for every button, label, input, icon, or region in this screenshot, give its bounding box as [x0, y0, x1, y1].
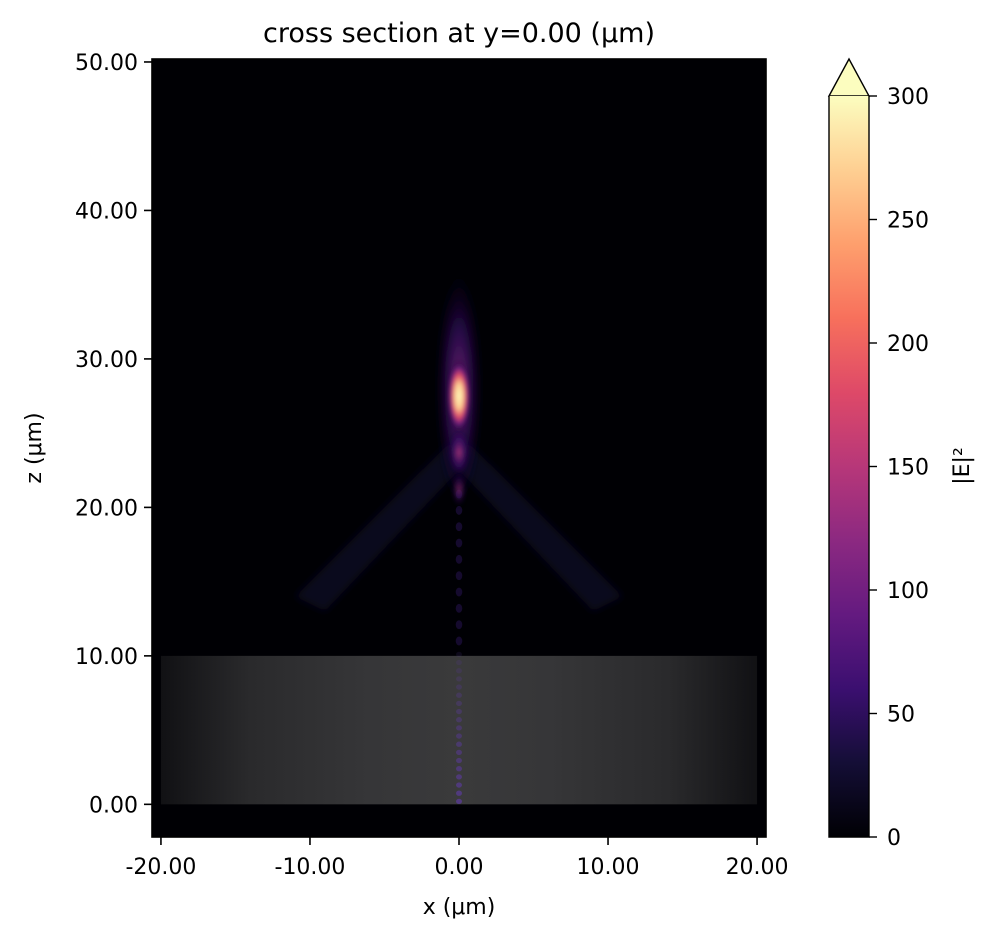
beam-dot [456, 651, 462, 658]
y-axis: 0.00 10.00 20.00 30.00 40.00 50.00 [75, 51, 152, 818]
colorbar-label: |E|² [950, 447, 975, 485]
y-tick-label: 40.00 [75, 199, 138, 224]
beam-dot [456, 684, 462, 690]
focal-spot [435, 262, 483, 515]
structure-slab [160, 655, 758, 805]
x-tick-label: -20.00 [125, 855, 196, 880]
colorbar-gradient [829, 96, 869, 837]
beam-dot [456, 676, 462, 682]
x-axis: -20.00 -10.00 0.00 10.00 20.00 [125, 837, 789, 880]
colorbar-tick-label: 100 [887, 579, 929, 604]
beam-dot [456, 725, 462, 731]
y-tick-label: 30.00 [75, 348, 138, 373]
beam-dot [456, 749, 462, 756]
colorbar-tick-label: 250 [887, 209, 929, 234]
x-tick-label: 20.00 [726, 855, 789, 880]
x-axis-label: x (μm) [423, 895, 496, 920]
beam-dot [455, 603, 463, 613]
beam-column [455, 489, 463, 805]
beam-dot [456, 757, 462, 764]
beam-dot [456, 774, 462, 780]
y-axis-label: z (μm) [22, 412, 47, 483]
beam-dot [456, 659, 462, 666]
x-tick-label: -10.00 [275, 855, 346, 880]
beam-dot [455, 538, 463, 548]
y-tick-label: 50.00 [75, 51, 138, 76]
beam-dot [456, 708, 462, 715]
y-tick-label: 0.00 [89, 793, 138, 818]
scatter-cone [295, 440, 623, 612]
beam-dot [456, 717, 462, 723]
beam-dot [455, 571, 463, 581]
x-tick-label: 0.00 [435, 855, 484, 880]
y-tick-label: 10.00 [75, 645, 138, 670]
x-tick-label: 10.00 [577, 855, 640, 880]
beam-dot [456, 741, 462, 747]
colorbar-tick-label: 150 [887, 456, 929, 481]
colorbar-tick-label: 200 [887, 332, 929, 357]
beam-dot [455, 620, 463, 630]
beam-dot [456, 733, 462, 739]
beam-dot [456, 692, 462, 698]
colorbar: 0 50 100 150 200 250 300 |E|² [827, 57, 975, 851]
beam-dot [455, 636, 463, 646]
colorbar-ticks: 0 50 100 150 200 250 300 [869, 85, 929, 851]
beam-dot [456, 766, 462, 772]
beam-dot [456, 790, 462, 796]
beam-dot [455, 554, 463, 564]
beam-dot [455, 522, 463, 532]
chart-title: cross section at y=0.00 (μm) [263, 18, 655, 49]
beam-dot [455, 587, 463, 597]
beam-dot [456, 668, 462, 674]
colorbar-tick-label: 0 [887, 826, 901, 851]
heatmap-field [160, 262, 758, 805]
beam-dot [456, 700, 462, 707]
beam-dot [456, 782, 462, 788]
colorbar-extend-arrow [827, 57, 871, 97]
beam-dot [456, 798, 462, 805]
colorbar-tick-label: 50 [887, 703, 915, 728]
colorbar-tick-label: 300 [887, 85, 929, 110]
y-tick-label: 20.00 [75, 496, 138, 521]
